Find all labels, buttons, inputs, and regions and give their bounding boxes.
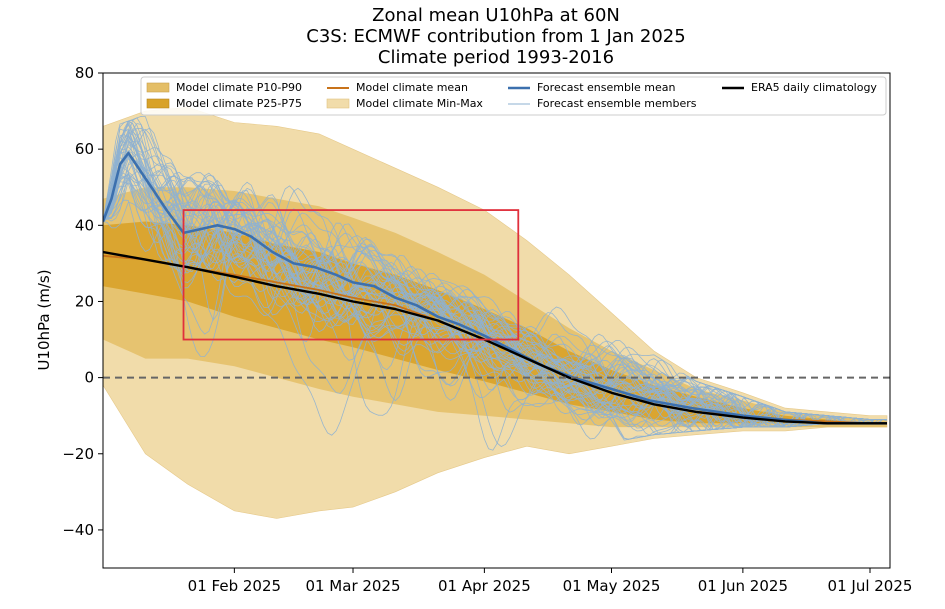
y-tick-label: 60 [75, 140, 94, 158]
legend-label-ens-mean: Forecast ensemble mean [537, 81, 676, 94]
y-tick-label: −20 [62, 445, 94, 463]
chart-title-line-2: C3S: ECMWF contribution from 1 Jan 2025 [306, 26, 685, 47]
ensemble-member-line [103, 167, 887, 440]
ensemble-member-line [103, 156, 887, 436]
plot-frame [102, 72, 891, 569]
x-tick-label: 01 Jul 2025 [828, 577, 913, 595]
y-axis: 80 60 40 20 0 −20 −40 [62, 64, 103, 539]
highlight-box [182, 209, 520, 341]
x-tick-label: 01 Jun 2025 [698, 577, 788, 595]
y-tick-label: 40 [75, 216, 94, 234]
x-axis: 01 Feb 2025 01 Mar 2025 01 Apr 2025 01 May … [188, 568, 913, 595]
legend-label-p10p90: Model climate P10-P90 [176, 81, 302, 94]
y-tick-label: −40 [62, 521, 94, 539]
legend-label-clim-mean: Model climate mean [356, 81, 468, 94]
ensemble-member-line [103, 129, 887, 429]
x-tick-label: 01 May 2025 [563, 577, 661, 595]
legend-label-era5: ERA5 daily climatology [751, 81, 877, 94]
ensemble-members [103, 115, 888, 451]
y-tick-label: 20 [75, 292, 94, 310]
legend: Model climate P10-P90 Model climate P25-… [140, 76, 887, 116]
ensemble-member-line [103, 155, 887, 420]
legend-label-minmax: Model climate Min-Max [356, 97, 483, 110]
band-p25-p75 [103, 221, 887, 424]
ensemble-member-line [103, 171, 887, 441]
era5-climatology-line [103, 250, 887, 425]
legend-label-p25p75: Model climate P25-P75 [176, 97, 302, 110]
ensemble-mean-line [103, 151, 887, 425]
band-p10-p90 [103, 187, 887, 428]
chart-title-line-3: Climate period 1993-2016 [378, 47, 614, 68]
y-tick-label: 0 [84, 369, 94, 387]
legend-label-ens-members: Forecast ensemble members [537, 97, 697, 110]
x-tick-label: 01 Apr 2025 [438, 577, 531, 595]
chart-title-line-1: Zonal mean U10hPa at 60N [372, 5, 620, 26]
legend-swatch-minmax [326, 98, 350, 109]
x-tick-label: 01 Feb 2025 [188, 577, 281, 595]
x-tick-label: 01 Mar 2025 [305, 577, 400, 595]
plot-area [103, 106, 890, 519]
legend-swatch-p10p90 [146, 82, 170, 93]
y-axis-label: U10hPa (m/s) [35, 269, 53, 370]
y-tick-label: 80 [75, 64, 94, 82]
ensemble-member-line [103, 144, 887, 428]
legend-swatch-p25p75 [146, 98, 170, 109]
